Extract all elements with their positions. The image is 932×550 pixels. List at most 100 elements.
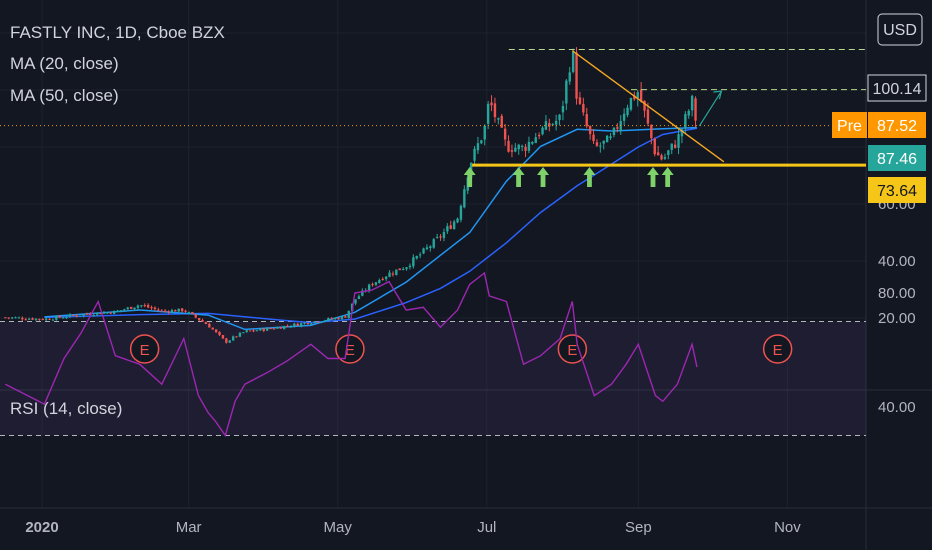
ma20-legend[interactable]: MA (20, close): [10, 54, 119, 73]
earnings-marker[interactable]: E: [762, 334, 793, 364]
candle-body: [129, 306, 133, 309]
candle-body: [503, 128, 507, 140]
candle-body: [602, 140, 605, 144]
candle-body: [214, 329, 218, 333]
candle-body: [21, 317, 24, 320]
candle-body: [306, 322, 310, 325]
up-arrow-icon: [661, 167, 674, 187]
candle-body: [344, 316, 347, 318]
candle-body: [276, 327, 279, 329]
candle-body: [225, 338, 228, 343]
candle-body: [663, 156, 667, 159]
rsi-legend[interactable]: RSI (14, close): [10, 399, 122, 418]
candle-body: [146, 305, 150, 308]
candle-body: [374, 282, 378, 285]
candle-body: [381, 279, 384, 281]
candle-body: [170, 310, 174, 313]
candle-body: [323, 320, 327, 322]
candle-body: [361, 290, 364, 296]
candle-body: [123, 309, 126, 311]
candle-body: [272, 328, 276, 330]
candle-body: [476, 143, 480, 151]
earnings-label: E: [773, 342, 783, 359]
x-tick-label: Jul: [477, 519, 496, 536]
candle-body: [534, 137, 537, 144]
candle-body: [673, 144, 677, 148]
candle-body: [27, 318, 31, 320]
candle-body: [140, 305, 143, 307]
x-tick-label: May: [324, 519, 353, 536]
candle-body: [459, 205, 463, 220]
candle-body: [473, 148, 476, 161]
candle-body: [588, 126, 592, 135]
currency-button[interactable]: USD: [877, 13, 923, 46]
candle-body: [99, 313, 102, 315]
candle-body: [51, 319, 55, 321]
candle-body: [524, 146, 527, 151]
candle-body: [303, 322, 306, 324]
candle-body: [194, 314, 197, 318]
candle-body: [548, 123, 551, 127]
candle-body: [269, 328, 272, 330]
candle-body: [133, 307, 136, 310]
candle-body: [449, 225, 452, 229]
candle-body: [24, 319, 27, 321]
candle-body: [48, 318, 51, 320]
candle-body: [279, 327, 282, 329]
candle-body: [354, 299, 357, 304]
candle-body: [34, 318, 38, 320]
candle-body: [248, 330, 252, 332]
candle-body: [639, 89, 643, 102]
candle-body: [347, 310, 350, 318]
candle-body: [541, 127, 544, 135]
candle-body: [337, 317, 340, 320]
candle-body: [119, 310, 123, 312]
candle-body: [245, 330, 248, 333]
projection-arrow[interactable]: [698, 90, 722, 127]
candle-body: [231, 336, 235, 341]
candle-body: [650, 124, 653, 139]
ma50-line: [44, 127, 698, 324]
candle-body: [265, 327, 269, 331]
candle-body: [38, 318, 41, 320]
earnings-marker[interactable]: E: [557, 334, 588, 364]
candle-body: [333, 317, 337, 320]
price-tag-label: 73.64: [877, 183, 917, 200]
candle-body: [221, 335, 225, 339]
earnings-marker[interactable]: E: [335, 334, 365, 364]
candle-body: [391, 273, 395, 275]
candle-body: [136, 305, 140, 308]
candle-body: [551, 124, 554, 126]
candle-body: [622, 113, 626, 121]
support-arrows: [463, 167, 674, 187]
trend-line[interactable]: [571, 50, 725, 163]
candle-body: [626, 107, 629, 116]
candle-body: [544, 121, 548, 130]
candle-body: [310, 323, 313, 325]
ma50-legend[interactable]: MA (50, close): [10, 86, 119, 105]
candle-body: [561, 105, 565, 113]
candle-body: [656, 152, 660, 156]
candle-body: [262, 328, 265, 331]
candle-body: [582, 103, 585, 113]
candle-body: [289, 326, 293, 328]
candle-body: [218, 331, 221, 335]
candle-body: [520, 145, 524, 148]
candle-body: [316, 321, 320, 323]
candle-body: [690, 95, 694, 111]
candle-body: [10, 317, 14, 319]
candle-body: [442, 232, 446, 239]
candle-body: [163, 310, 167, 312]
candle-body: [388, 272, 391, 277]
candle-body: [612, 127, 616, 136]
candle-body: [184, 310, 187, 312]
candle-body: [480, 140, 483, 144]
candle-body: [65, 317, 68, 319]
earnings-marker[interactable]: E: [129, 334, 160, 364]
rsi-tick-label: 40.00: [878, 399, 916, 416]
candle-body: [68, 314, 72, 317]
candle-body: [575, 52, 578, 99]
